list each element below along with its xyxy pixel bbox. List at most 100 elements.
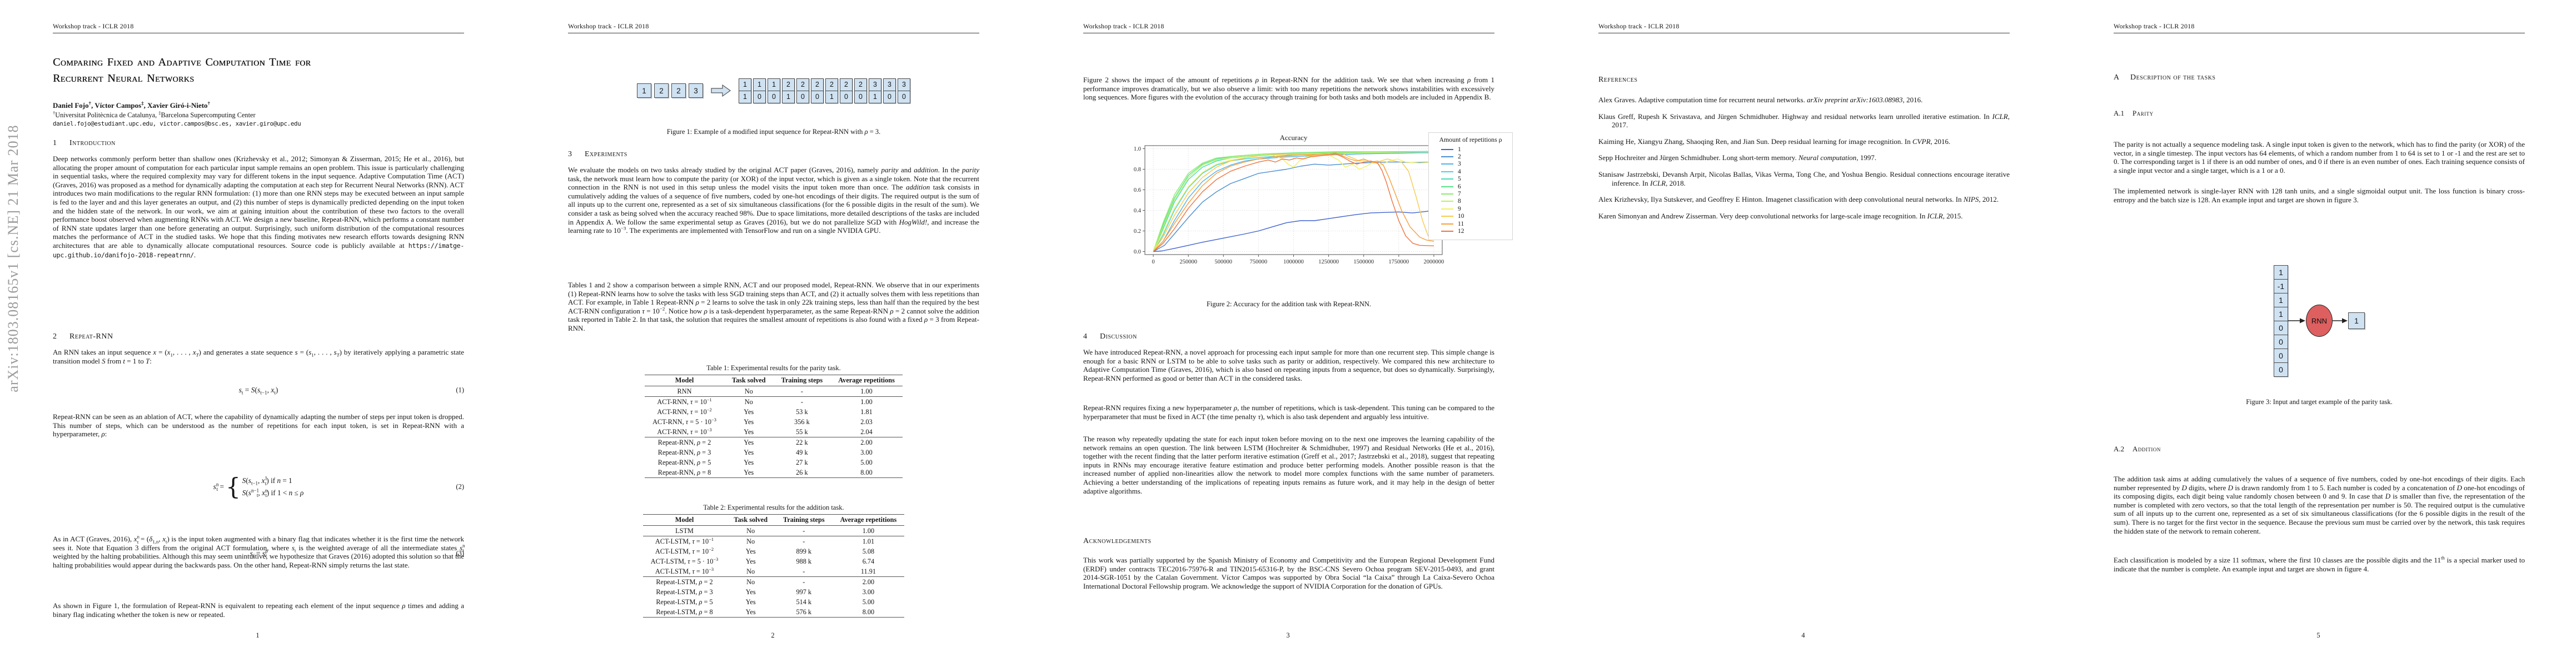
equation-case-2: S(sn−1t, xnt) if 1 < n ≤ ρ — [242, 487, 304, 499]
legend-title: Amount of repetitions ρ — [1439, 136, 1502, 143]
intro-paragraph: Deep networks commonly perform better th… — [53, 155, 464, 259]
paragraph: As shown in Figure 1, the formulation of… — [53, 601, 464, 619]
section-title: Addition — [2132, 445, 2161, 453]
table1-caption: Table 1: Experimental results for the pa… — [706, 364, 841, 372]
section-4-heading: 4 Discussion — [1083, 332, 1494, 341]
section-title: Repeat-RNN — [69, 332, 113, 341]
paragraph: The reason why repeatedly updating the s… — [1083, 435, 1494, 495]
paragraph: Tables 1 and 2 show a comparison between… — [568, 281, 980, 332]
legend-color-swatch-icon — [1441, 163, 1453, 165]
cell: 988 k — [796, 557, 812, 565]
x-tick-label: 1000000 — [1283, 259, 1304, 265]
sequence-box: 2 — [825, 78, 838, 91]
legend-label: 9 — [1458, 205, 1461, 212]
cell: 1.00 — [830, 386, 903, 397]
cell: 27 k — [796, 458, 808, 466]
cell: 1.00 — [860, 397, 873, 406]
legend-label: 11 — [1458, 220, 1464, 227]
cell: 3.00 — [860, 448, 873, 456]
column-header: Average repetitions — [832, 514, 905, 526]
legend-item: 4 — [1432, 168, 1509, 175]
legend-color-swatch-icon — [1441, 223, 1453, 225]
legend-item: 7 — [1432, 190, 1509, 197]
paragraph: We evaluate the models on two tasks alre… — [568, 166, 980, 235]
page-4: Workshop track - ICLR 2018 References Al… — [1546, 0, 2061, 667]
cell: 1.81 — [860, 407, 873, 416]
sequence-box: 1 — [637, 83, 651, 98]
paragraph: Repeat-RNN requires fixing a new hyperpa… — [1083, 404, 1495, 421]
sequence-box: 0 — [883, 90, 896, 103]
cell: 2.00 — [860, 438, 873, 446]
table-row: ACT-RNN, τ = 10−2 Yes 53 k 1.81 — [645, 407, 903, 417]
running-header: Workshop track - ICLR 2018 — [53, 22, 464, 33]
appendix-a2-heading: A.2 Addition — [2114, 445, 2525, 454]
table-row: ACT-RNN, τ = 10−3 Yes 55 k 2.04 — [645, 427, 903, 437]
reference-item: Stanisaw Jastrzebski, Devansh Arpit, Nic… — [1598, 170, 2010, 187]
cell: 11.91 — [832, 566, 905, 577]
figure3-caption: Figure 3: Input and target example of th… — [2246, 398, 2393, 406]
equation-lhs: snt = — [213, 481, 225, 492]
section-title: Acknowledgements — [1083, 537, 1152, 545]
cell: Repeat-LSTM, ρ = 8 — [656, 608, 713, 616]
page-3: Workshop track - ICLR 2018 Figure 2 show… — [1030, 0, 1546, 667]
paper-title: Comparing Fixed and Adaptive Computation… — [53, 56, 311, 84]
paragraph: The parity is not actually a sequence mo… — [2114, 140, 2525, 175]
figure2-chart: Accuracy 0.0 0.2 0.4 0.6 0.8 1.0 0 250000 500000 7… — [1119, 132, 1519, 276]
table2-caption: Table 2: Experimental results for the ad… — [703, 504, 844, 511]
x-tick-label: 750000 — [1250, 259, 1268, 265]
reference-item: Klaus Greff, Rupesh K Srivastava, and Jü… — [1598, 112, 2010, 130]
cell: 49 k — [796, 448, 808, 456]
sequence-box: 0 — [854, 90, 867, 103]
figure3-input-vector: 1 -1 1 1 0 0 0 0 — [2274, 265, 2288, 377]
series-line — [1153, 151, 1434, 252]
equation-number: (2) — [456, 482, 464, 491]
sequence-box: 0 — [796, 90, 809, 103]
sequence-box: 1 — [782, 90, 795, 103]
table-header-row: Model Task solved Training steps Average re… — [642, 514, 905, 526]
legend-item: 10 — [1432, 213, 1509, 220]
y-tick-label: 0.8 — [1134, 167, 1141, 173]
section-1-heading: 1 Introduction — [53, 139, 464, 148]
column-header: Training steps — [775, 514, 833, 526]
references-heading: References — [1598, 76, 2010, 84]
cell: ACT-RNN, τ = 10−1 — [657, 397, 712, 406]
legend-color-swatch-icon — [1441, 148, 1453, 150]
legend-item: 3 — [1432, 161, 1509, 168]
cell: 514 k — [796, 598, 812, 606]
series-line — [1153, 152, 1434, 252]
cell: ACT-RNN, τ = 5 · 10−3 — [652, 417, 716, 426]
legend-label: 4 — [1458, 168, 1461, 175]
cell: 8.00 — [860, 468, 873, 476]
x-tick-label: 1250000 — [1318, 259, 1339, 265]
brace-glyph: { — [226, 472, 241, 500]
sequence-box: 2 — [671, 83, 686, 98]
table-row: ACT-LSTM, τ = 10−1 No - 1.01 — [643, 536, 905, 547]
legend-color-swatch-icon — [1441, 216, 1453, 217]
y-tick-label: 0.4 — [1134, 208, 1142, 214]
section-3-heading: 3 Experiments — [568, 150, 979, 159]
section-2-heading: 2 Repeat-RNN — [53, 332, 464, 341]
cell: Yes — [745, 598, 756, 606]
cell: 1.01 — [862, 537, 875, 545]
legend-label: 8 — [1458, 198, 1461, 205]
legend-item: 5 — [1432, 176, 1509, 183]
sequence-box: 2 — [796, 78, 809, 91]
table-row: ACT-LSTM, τ = 10−3 No -11.91 — [642, 566, 905, 577]
cell: Yes — [744, 458, 754, 466]
cell: 2.04 — [830, 427, 903, 437]
affiliations: †Universitat Politècnica de Catalunya, ‡… — [53, 110, 256, 119]
paragraph: An RNN takes an input sequence x = (x1, … — [53, 348, 464, 365]
cell: Yes — [745, 608, 756, 616]
table-row: Repeat-LSTM, ρ = 8 Yes 576 k 8.00 — [643, 607, 905, 618]
page-1: arXiv:1803.08165v1 [cs.NE] 21 Mar 2018 W… — [0, 0, 515, 667]
x-tick-label: 500000 — [1215, 259, 1233, 265]
right-block-arrow-icon — [711, 84, 731, 97]
references-list: Alex Graves. Adaptive computation time f… — [1598, 96, 2010, 228]
column-header: Model — [645, 375, 724, 386]
section-number: 2 — [53, 332, 57, 341]
